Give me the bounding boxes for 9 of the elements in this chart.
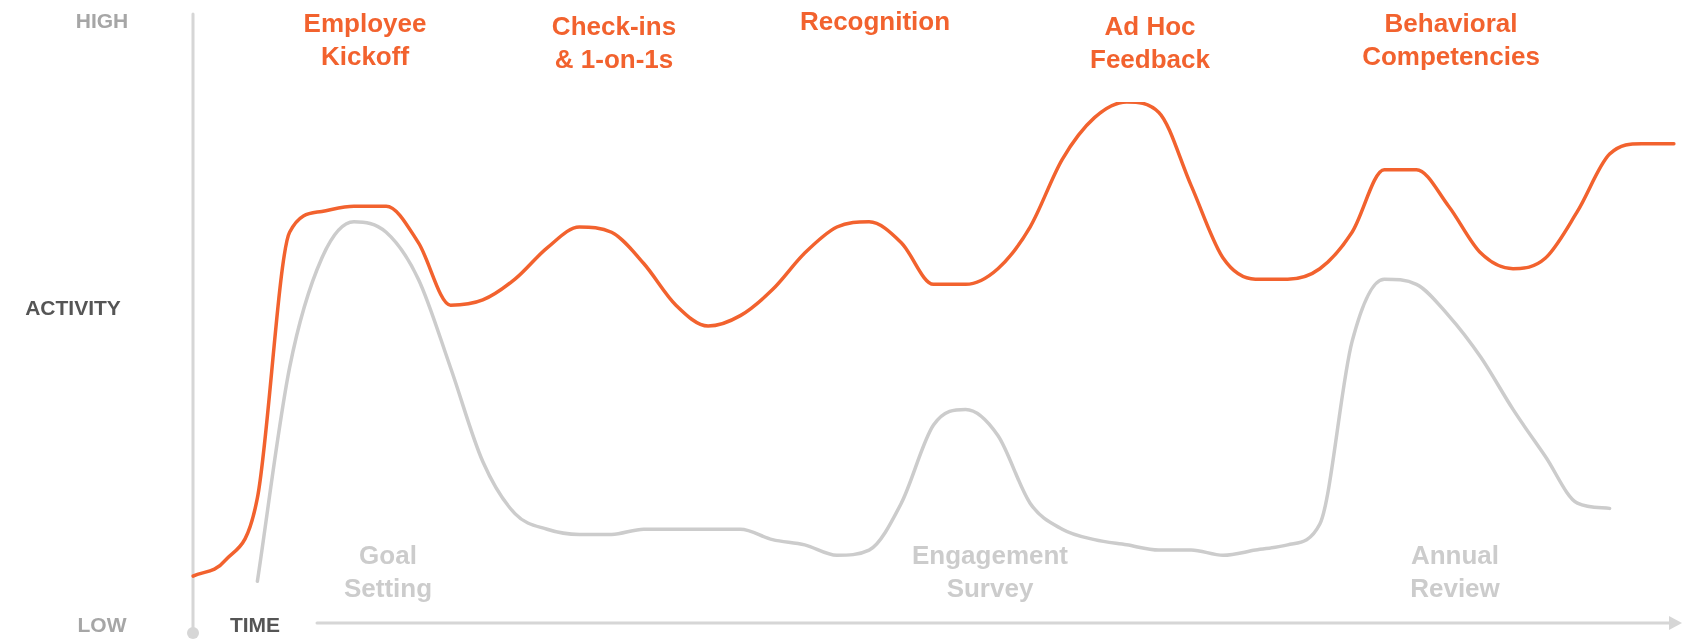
text: Behavioral Competencies xyxy=(1361,6,1541,73)
text: HIGH xyxy=(75,7,129,34)
y-axis-title: ACTIVITY xyxy=(25,294,121,321)
text: Recognition xyxy=(799,5,951,39)
text: Employee Kickoff xyxy=(302,6,428,73)
text: LOW xyxy=(77,611,127,638)
text: Ad Hoc Feedback xyxy=(1089,9,1211,76)
text: Check-ins & 1-on-1s xyxy=(550,9,678,76)
x-axis-title: TIME xyxy=(229,611,281,638)
